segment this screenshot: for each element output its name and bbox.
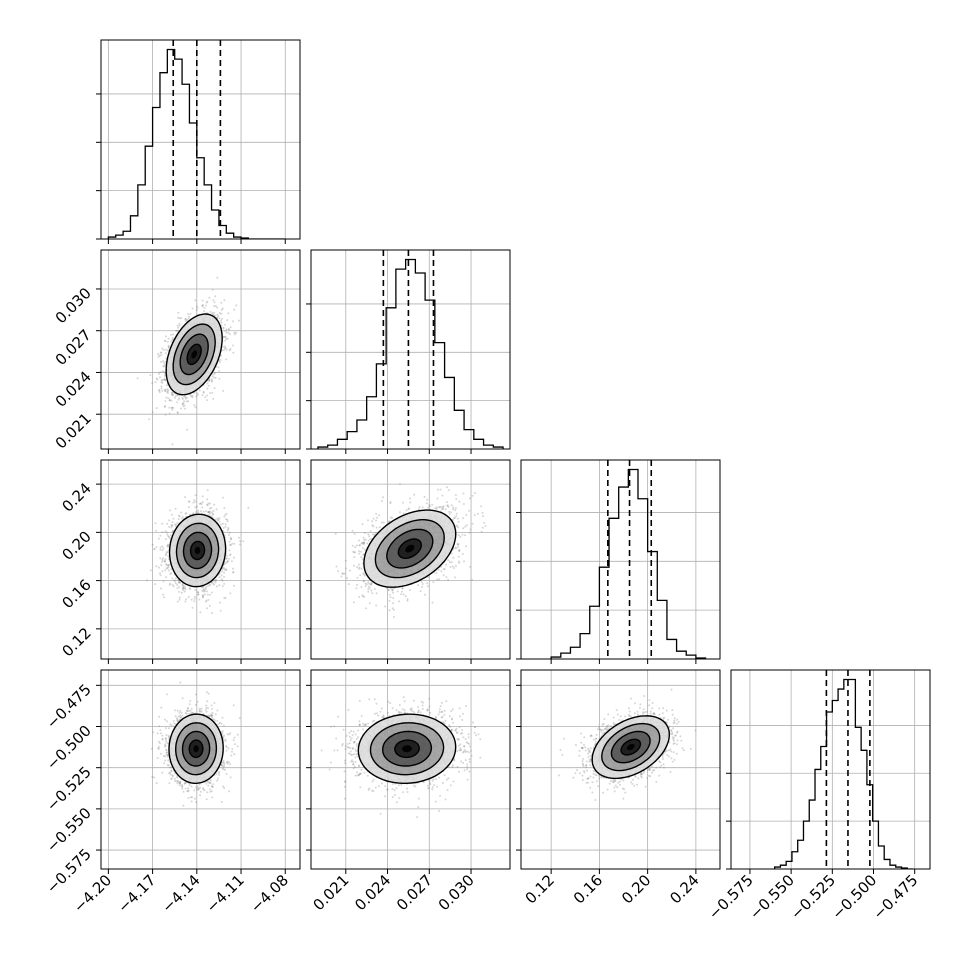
y-tick-label: 0.16 [58, 576, 94, 612]
contour-line [381, 730, 433, 767]
contour-line [168, 713, 224, 784]
pair-panel-2-3 [516, 669, 721, 874]
density-core [194, 546, 201, 555]
x-tick-label: −4.17 [114, 871, 159, 916]
pair-panel-0-3 [96, 669, 301, 874]
hist-frame [730, 669, 931, 870]
y-tick-label: 0.12 [58, 624, 94, 660]
density-core [191, 350, 197, 359]
y-tick-label: −0.550 [43, 804, 95, 856]
y-tick-label: 0.024 [52, 368, 95, 411]
x-tick-label: −0.550 [746, 871, 798, 923]
contour-line [591, 715, 671, 780]
pair-panel-1-2 [306, 459, 511, 664]
contour-line [369, 722, 445, 776]
hist-step-line [774, 678, 914, 869]
contour-line [182, 531, 213, 570]
pair-panel-0-1 [96, 249, 301, 454]
x-tick-label: 0.027 [393, 871, 436, 914]
density-core [626, 744, 635, 751]
contour-line [397, 538, 423, 559]
x-tick-label: 0.24 [666, 871, 702, 907]
y-tick-label: −0.475 [43, 680, 95, 732]
contour-line [168, 513, 227, 588]
contour-line [189, 540, 206, 561]
hist-panel-3 [726, 669, 931, 874]
x-tick-label: −0.525 [787, 871, 839, 923]
hist-step-line [317, 258, 504, 449]
contour-line [186, 343, 202, 366]
x-tick-label: −4.08 [247, 871, 292, 916]
hist-frame [520, 459, 721, 660]
contour-line [188, 739, 204, 759]
y-tick-label: 0.20 [58, 527, 94, 563]
x-tick-label: 0.030 [435, 871, 478, 914]
contour-line [620, 738, 642, 756]
x-tick-label: 0.021 [310, 871, 353, 914]
x-tick-label: −0.475 [870, 871, 922, 923]
pair-frame [310, 459, 511, 660]
y-tick-label: 0.027 [52, 326, 95, 369]
contour-line [374, 519, 445, 579]
density-core [193, 745, 199, 753]
pair-panel-1-3 [306, 669, 511, 874]
contour-line [181, 730, 211, 767]
contour-line [610, 730, 651, 764]
pair-frame [520, 669, 721, 870]
x-tick-label: −0.500 [828, 871, 880, 923]
x-tick-label: 0.16 [570, 871, 606, 907]
x-tick-label: −4.11 [203, 871, 248, 916]
x-tick-label: 0.024 [351, 871, 394, 914]
density-core [402, 745, 412, 753]
contour-line [172, 323, 216, 386]
hist-panel-0 [96, 39, 301, 244]
hist-panel-2 [516, 459, 721, 664]
x-tick-label: −0.575 [705, 871, 757, 923]
hist-step-line [107, 48, 286, 239]
pair-frame [100, 459, 301, 660]
y-tick-label: −0.500 [43, 722, 95, 774]
contour-line [363, 509, 457, 588]
contour-line [394, 739, 420, 759]
y-tick-label: 0.24 [58, 479, 94, 515]
contour-line [179, 333, 209, 376]
hist-frame [100, 39, 301, 240]
y-tick-label: −0.525 [43, 763, 95, 815]
pair-frame [100, 669, 301, 870]
contour-line [175, 522, 220, 579]
y-tick-label: 0.021 [52, 409, 95, 452]
pair-frame [100, 249, 301, 450]
pair-frame [310, 669, 511, 870]
hist-frame [310, 249, 511, 450]
y-tick-label: 0.030 [52, 284, 95, 327]
contour-line [386, 528, 434, 569]
contour-line [174, 722, 218, 776]
contour-line [357, 713, 457, 784]
hist-panel-1 [306, 249, 511, 454]
pair-panel-0-2 [96, 459, 301, 664]
x-tick-label: −4.20 [70, 871, 115, 916]
contour-line [165, 313, 223, 396]
hist-step-line [550, 468, 707, 659]
x-tick-label: 0.20 [618, 871, 654, 907]
density-core [405, 544, 415, 553]
x-tick-label: 0.12 [522, 871, 558, 907]
x-tick-label: −4.14 [158, 871, 203, 916]
contour-line [601, 722, 661, 772]
